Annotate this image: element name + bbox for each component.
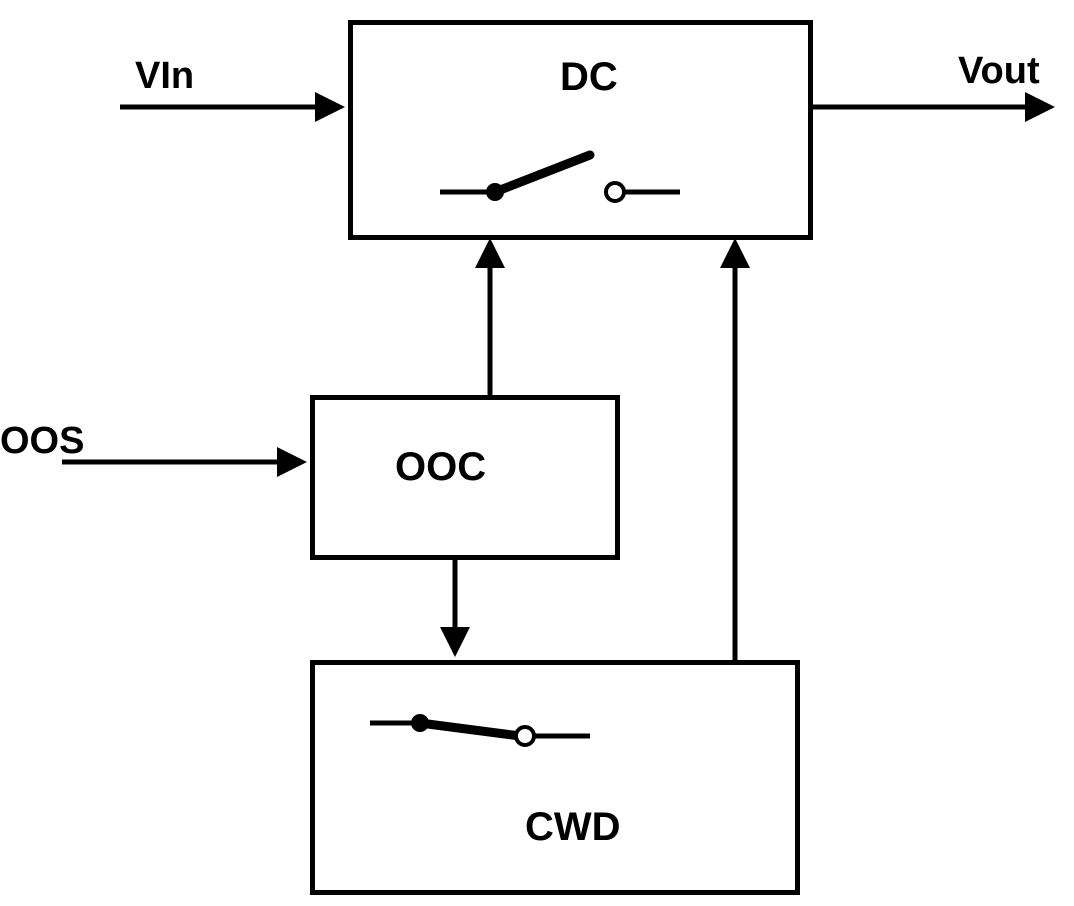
vout-label: Vout: [958, 50, 1040, 93]
dc-block: [348, 20, 813, 240]
cwd-block: [310, 660, 800, 895]
vin-label: VIn: [135, 55, 194, 98]
cwd-label: CWD: [525, 805, 621, 850]
dc-label: DC: [560, 55, 618, 100]
ooc-label: OOC: [395, 445, 486, 490]
oos-label: OOS: [0, 420, 84, 463]
